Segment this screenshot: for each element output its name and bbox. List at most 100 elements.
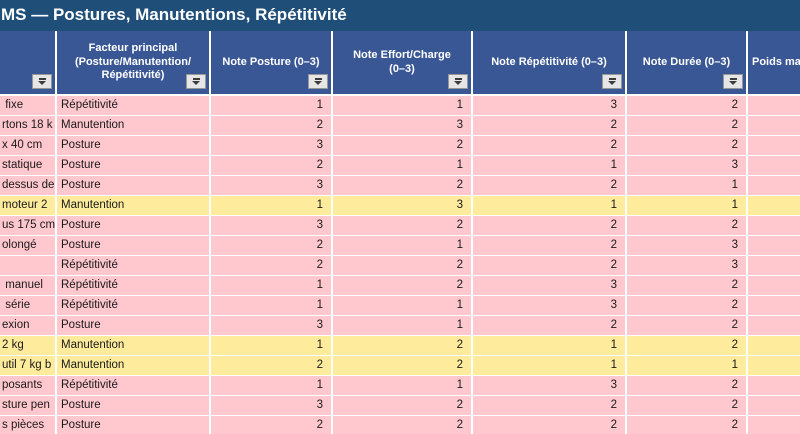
- note-repetitivite-cell[interactable]: 2: [473, 136, 627, 156]
- poids-cell[interactable]: [748, 336, 800, 356]
- facteur-cell[interactable]: Posture: [57, 216, 211, 236]
- poids-cell[interactable]: [748, 216, 800, 236]
- facteur-cell[interactable]: Répétitivité: [57, 276, 211, 296]
- task-cell[interactable]: util 7 kg b: [0, 356, 57, 376]
- poids-cell[interactable]: [748, 96, 800, 116]
- note-repetitivite-cell[interactable]: 3: [473, 376, 627, 396]
- task-cell[interactable]: [0, 256, 57, 276]
- task-cell[interactable]: sture pen: [0, 396, 57, 416]
- note-duree-cell[interactable]: 1: [627, 356, 748, 376]
- task-cell[interactable]: rtons 18 k: [0, 116, 57, 136]
- note-effort-cell[interactable]: 3: [333, 196, 473, 216]
- note-posture-cell[interactable]: 2: [211, 236, 333, 256]
- note-repetitivite-cell[interactable]: 3: [473, 96, 627, 116]
- note-repetitivite-cell[interactable]: 3: [473, 276, 627, 296]
- task-cell[interactable]: manuel: [0, 276, 57, 296]
- note-effort-cell[interactable]: 2: [333, 416, 473, 434]
- column-header-note-posture[interactable]: Note Posture (0–3): [211, 31, 333, 94]
- column-header-note-duree[interactable]: Note Durée (0–3): [627, 31, 748, 94]
- note-posture-cell[interactable]: 3: [211, 316, 333, 336]
- task-cell[interactable]: dessus de: [0, 176, 57, 196]
- poids-cell[interactable]: [748, 356, 800, 376]
- task-cell[interactable]: statique: [0, 156, 57, 176]
- facteur-cell[interactable]: Manutention: [57, 336, 211, 356]
- note-posture-cell[interactable]: 2: [211, 356, 333, 376]
- task-cell[interactable]: s pièces: [0, 416, 57, 434]
- task-cell[interactable]: posants: [0, 376, 57, 396]
- note-duree-cell[interactable]: 2: [627, 96, 748, 116]
- poids-cell[interactable]: [748, 196, 800, 216]
- poids-cell[interactable]: [748, 256, 800, 276]
- note-effort-cell[interactable]: 1: [333, 236, 473, 256]
- filter-button-note-effort[interactable]: [448, 74, 468, 89]
- note-effort-cell[interactable]: 1: [333, 376, 473, 396]
- note-effort-cell[interactable]: 1: [333, 96, 473, 116]
- note-duree-cell[interactable]: 2: [627, 296, 748, 316]
- task-cell[interactable]: moteur 2: [0, 196, 57, 216]
- task-cell[interactable]: exion: [0, 316, 57, 336]
- note-effort-cell[interactable]: 2: [333, 136, 473, 156]
- note-posture-cell[interactable]: 2: [211, 256, 333, 276]
- note-effort-cell[interactable]: 2: [333, 336, 473, 356]
- note-posture-cell[interactable]: 1: [211, 376, 333, 396]
- note-repetitivite-cell[interactable]: 2: [473, 256, 627, 276]
- note-posture-cell[interactable]: 2: [211, 116, 333, 136]
- note-posture-cell[interactable]: 1: [211, 96, 333, 116]
- note-duree-cell[interactable]: 2: [627, 136, 748, 156]
- note-repetitivite-cell[interactable]: 1: [473, 336, 627, 356]
- facteur-cell[interactable]: Répétitivité: [57, 376, 211, 396]
- note-effort-cell[interactable]: 2: [333, 176, 473, 196]
- poids-cell[interactable]: [748, 136, 800, 156]
- column-header-note-effort[interactable]: Note Effort/Charge (0–3): [333, 31, 473, 94]
- note-posture-cell[interactable]: 3: [211, 216, 333, 236]
- poids-cell[interactable]: [748, 236, 800, 256]
- poids-cell[interactable]: [748, 416, 800, 434]
- note-posture-cell[interactable]: 1: [211, 276, 333, 296]
- note-repetitivite-cell[interactable]: 1: [473, 156, 627, 176]
- filter-button-note-duree[interactable]: [723, 74, 743, 89]
- poids-cell[interactable]: [748, 376, 800, 396]
- note-posture-cell[interactable]: 3: [211, 136, 333, 156]
- note-effort-cell[interactable]: 2: [333, 216, 473, 236]
- note-posture-cell[interactable]: 1: [211, 196, 333, 216]
- note-effort-cell[interactable]: 2: [333, 256, 473, 276]
- task-cell[interactable]: série: [0, 296, 57, 316]
- note-posture-cell[interactable]: 3: [211, 396, 333, 416]
- poids-cell[interactable]: [748, 156, 800, 176]
- note-duree-cell[interactable]: 3: [627, 256, 748, 276]
- note-duree-cell[interactable]: 1: [627, 196, 748, 216]
- poids-cell[interactable]: [748, 296, 800, 316]
- filter-button-task[interactable]: [32, 74, 52, 89]
- facteur-cell[interactable]: Posture: [57, 136, 211, 156]
- note-duree-cell[interactable]: 3: [627, 236, 748, 256]
- note-duree-cell[interactable]: 2: [627, 396, 748, 416]
- note-duree-cell[interactable]: 2: [627, 276, 748, 296]
- column-header-note-repetitivite[interactable]: Note Répétitivité (0–3): [473, 31, 627, 94]
- poids-cell[interactable]: [748, 396, 800, 416]
- column-header-facteur[interactable]: Facteur principal (Posture/Manutention/ …: [57, 31, 211, 94]
- note-posture-cell[interactable]: 1: [211, 296, 333, 316]
- note-duree-cell[interactable]: 2: [627, 316, 748, 336]
- task-cell[interactable]: x 40 cm: [0, 136, 57, 156]
- note-repetitivite-cell[interactable]: 2: [473, 416, 627, 434]
- poids-cell[interactable]: [748, 316, 800, 336]
- note-effort-cell[interactable]: 1: [333, 316, 473, 336]
- note-effort-cell[interactable]: 2: [333, 396, 473, 416]
- task-cell[interactable]: olongé: [0, 236, 57, 256]
- note-repetitivite-cell[interactable]: 2: [473, 176, 627, 196]
- facteur-cell[interactable]: Répétitivité: [57, 256, 211, 276]
- note-repetitivite-cell[interactable]: 2: [473, 316, 627, 336]
- note-effort-cell[interactable]: 2: [333, 276, 473, 296]
- note-duree-cell[interactable]: 2: [627, 336, 748, 356]
- facteur-cell[interactable]: Posture: [57, 396, 211, 416]
- facteur-cell[interactable]: Posture: [57, 236, 211, 256]
- filter-button-facteur[interactable]: [186, 74, 206, 89]
- note-repetitivite-cell[interactable]: 3: [473, 296, 627, 316]
- note-duree-cell[interactable]: 3: [627, 156, 748, 176]
- note-duree-cell[interactable]: 2: [627, 116, 748, 136]
- note-effort-cell[interactable]: 1: [333, 156, 473, 176]
- poids-cell[interactable]: [748, 276, 800, 296]
- facteur-cell[interactable]: Posture: [57, 416, 211, 434]
- note-repetitivite-cell[interactable]: 2: [473, 216, 627, 236]
- facteur-cell[interactable]: Posture: [57, 316, 211, 336]
